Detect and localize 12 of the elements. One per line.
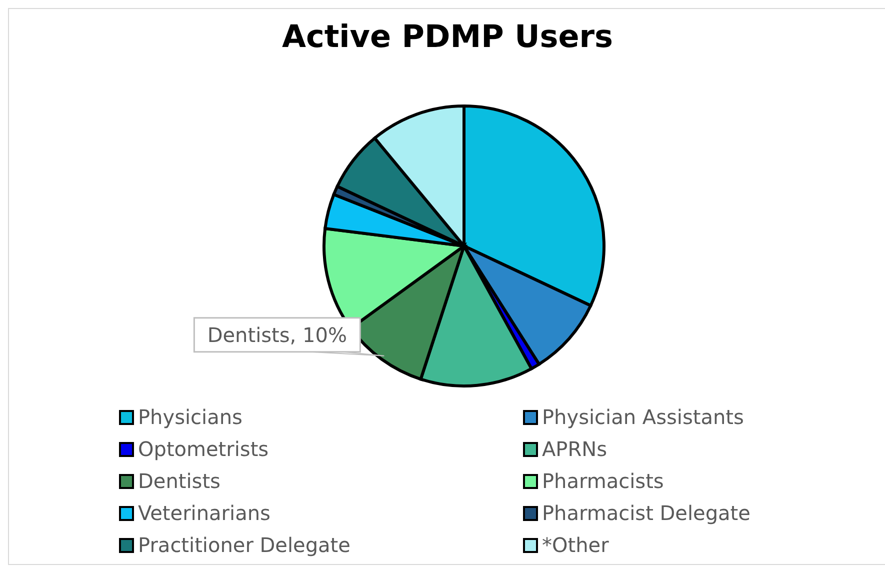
legend-label: *Other: [542, 533, 609, 557]
legend-label: Pharmacist Delegate: [542, 501, 750, 525]
legend-label: APRNs: [542, 437, 608, 461]
legend-label: Physicians: [138, 405, 242, 429]
legend-label: Optometrists: [138, 437, 269, 461]
legend-label: Pharmacists: [542, 469, 664, 493]
data-label: Dentists, 10%: [207, 322, 347, 347]
legend-label: Practitioner Delegate: [138, 533, 350, 557]
chart-title: Active PDMP Users: [280, 19, 614, 55]
legend-label: Veterinarians: [138, 501, 270, 525]
legend-label: Physician Assistants: [542, 405, 744, 429]
legend-label: Dentists: [138, 469, 220, 493]
